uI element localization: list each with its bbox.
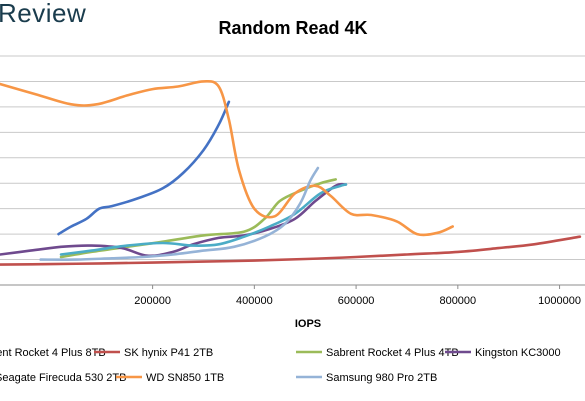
x-tick-label: 600000 — [338, 295, 375, 307]
legend-label: Kingston KC3000 — [475, 347, 561, 359]
legend-label: Samsung 980 Pro 2TB — [326, 372, 437, 384]
legend-item: Samsung 980 Pro 2TB — [296, 372, 437, 384]
x-tick-label: 200000 — [134, 295, 171, 307]
series-line-wd-sn850-1tb — [0, 80, 454, 237]
x-axis: 200000 400000 600000 800000 1000000 — [0, 284, 585, 307]
legend-label: Sabrent Rocket 4 Plus 8TB — [0, 347, 106, 359]
series-lines — [0, 80, 582, 266]
legend-label: Seagate Firecuda 530 2TB — [0, 372, 126, 384]
x-axis-label: IOPS — [295, 318, 321, 330]
series-line-sk-hynix-p41-2tb — [0, 235, 582, 266]
chart-title: Random Read 4K — [218, 18, 367, 38]
legend-item: Sabrent Rocket 4 Plus 8TB — [0, 347, 106, 359]
legend: Sabrent Rocket 4 Plus 8TB SK hynix P41 2T… — [0, 347, 561, 384]
series-line-sabrent-rocket-4-plus-8tb — [57, 100, 231, 236]
legend-item: WD SN850 1TB — [116, 372, 224, 384]
series-line-seagate-firecuda-530-2tb — [59, 183, 348, 256]
x-tick-label: 1000000 — [538, 295, 581, 307]
legend-item: Sabrent Rocket 4 Plus 4TB — [296, 347, 459, 359]
x-tick-label: 800000 — [439, 295, 476, 307]
legend-item: Seagate Firecuda 530 2TB — [0, 372, 126, 384]
x-tick-label: 400000 — [236, 295, 273, 307]
gridlines — [0, 55, 585, 261]
legend-label: WD SN850 1TB — [146, 372, 224, 384]
legend-item: Kingston KC3000 — [445, 347, 561, 359]
legend-label: Sabrent Rocket 4 Plus 4TB — [326, 347, 459, 359]
legend-item: SK hynix P41 2TB — [94, 347, 213, 359]
brand-logo: Review — [0, 0, 87, 28]
legend-label: SK hynix P41 2TB — [124, 347, 213, 359]
series-line-samsung-980-pro-2tb — [39, 166, 320, 261]
